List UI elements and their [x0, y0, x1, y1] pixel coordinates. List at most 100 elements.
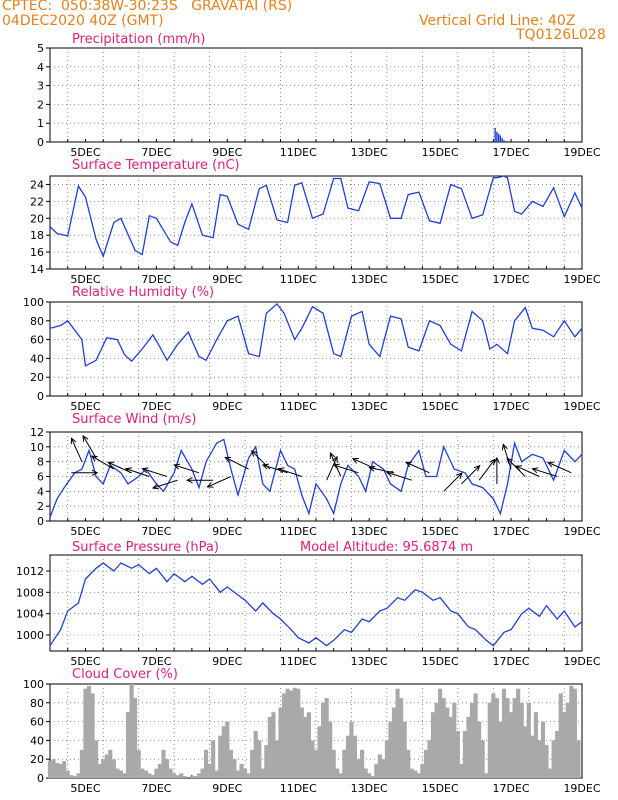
bar — [519, 702, 524, 778]
bar — [501, 138, 503, 142]
bar — [480, 740, 485, 778]
bar — [133, 698, 138, 778]
y-tick-label: 60 — [30, 716, 44, 729]
x-tick-label: 13DEC — [351, 655, 388, 668]
y-tick-label: 22 — [30, 195, 44, 208]
panel-2: 14 16 18 20 22 24 5DEC 7DEC 9DEC 11DEC 13DEC 15DEC 1… — [30, 158, 601, 286]
wind-arrow-head — [405, 461, 413, 468]
y-tick-label: 12 — [30, 426, 44, 439]
y-tick-label: 0 — [37, 772, 44, 785]
bar — [90, 693, 95, 778]
bar — [62, 761, 67, 778]
y-tick-label: 20 — [30, 371, 44, 384]
bar — [409, 768, 414, 778]
x-tick-label: 11DEC — [280, 273, 317, 286]
bar — [381, 759, 386, 778]
wind-arrow-head — [351, 457, 359, 464]
bar — [345, 735, 350, 778]
bar — [97, 763, 102, 778]
bar — [115, 768, 120, 778]
bar — [264, 745, 269, 778]
bar — [189, 776, 194, 778]
x-tick-label: 17DEC — [493, 400, 530, 413]
wind-arrow-head — [332, 455, 338, 463]
wind-arrow-shaft — [82, 435, 97, 459]
bar — [349, 721, 354, 778]
x-tick-label: 15DEC — [422, 655, 459, 668]
bar — [391, 707, 397, 778]
bar — [423, 749, 429, 778]
x-tick-label: 15DEC — [422, 525, 459, 538]
x-tick-label: 13DEC — [351, 146, 388, 159]
bar — [193, 776, 198, 778]
wind-arrow-head — [473, 464, 481, 472]
wind-arrow-shaft — [326, 456, 338, 481]
wind-arrow-head — [368, 465, 376, 472]
wind-arrow-head — [224, 456, 232, 463]
x-tick-label: 13DEC — [351, 525, 388, 538]
bar — [555, 731, 560, 778]
bar — [168, 768, 173, 778]
y-tick-label: 100 — [23, 296, 44, 309]
bar — [395, 688, 400, 778]
wind-arrow-head — [141, 467, 149, 474]
wind-arrow-shaft — [333, 464, 359, 474]
bar — [551, 740, 556, 778]
panel-title: Relative Humidity (%) — [72, 285, 214, 300]
x-tick-label: 15DEC — [422, 273, 459, 286]
bar — [420, 763, 425, 778]
x-tick-label: 17DEC — [493, 782, 530, 795]
panel-title: Surface Pressure (hPa) — [72, 540, 219, 555]
wind-arrow-shaft — [502, 444, 512, 470]
bar — [494, 698, 499, 778]
bar — [76, 773, 81, 778]
panel-title: Surface Wind (m/s) — [72, 412, 196, 427]
y-tick-label: 40 — [30, 352, 44, 365]
y-tick-label: 6 — [37, 471, 44, 484]
y-tick-label: 14 — [30, 263, 44, 276]
bar — [324, 698, 329, 778]
bar — [203, 749, 209, 778]
bar — [356, 759, 361, 778]
bar — [506, 141, 509, 142]
bar — [328, 721, 333, 778]
y-tick-label: 10 — [30, 441, 44, 454]
bar — [150, 775, 155, 778]
bar — [469, 702, 475, 778]
x-tick-label: 5DEC — [70, 400, 100, 413]
bar — [214, 770, 219, 778]
x-tick-label: 13DEC — [351, 273, 388, 286]
wind-arrow-head — [493, 456, 500, 464]
wind-arrow-shaft — [515, 465, 540, 477]
bar — [501, 688, 507, 778]
bar — [118, 770, 124, 778]
x-tick-label: 7DEC — [141, 273, 171, 286]
bar — [352, 735, 358, 778]
wind-arrow-head — [206, 481, 214, 488]
wind-arrow-shaft — [262, 464, 288, 474]
wind-arrow-shaft — [91, 455, 115, 470]
bar — [225, 721, 230, 778]
bar — [242, 768, 248, 778]
bar — [430, 712, 436, 778]
wind-arrow-head — [90, 455, 98, 462]
bar — [452, 702, 457, 778]
bar — [363, 768, 368, 778]
bar — [537, 740, 542, 778]
wind-arrow-head — [261, 463, 269, 470]
wind-arrow-head — [277, 467, 285, 474]
bar — [499, 135, 502, 142]
bar — [250, 749, 255, 778]
panel-1: 0 1 2 3 4 5 5DEC 7DEC 9DEC 11DEC 13DEC 15DEC 17DEC 19… — [37, 32, 601, 159]
bar — [140, 768, 145, 778]
plot-frame — [49, 175, 583, 270]
bar — [530, 735, 535, 778]
wind-arrow-head — [546, 461, 554, 468]
x-tick-label: 7DEC — [141, 146, 171, 159]
bar — [235, 770, 241, 778]
x-tick-label: 11DEC — [280, 146, 317, 159]
wind-arrow-shaft — [125, 468, 150, 477]
bar — [402, 721, 407, 778]
wind-arrow-head — [531, 467, 539, 474]
x-tick-label: 17DEC — [493, 525, 530, 538]
